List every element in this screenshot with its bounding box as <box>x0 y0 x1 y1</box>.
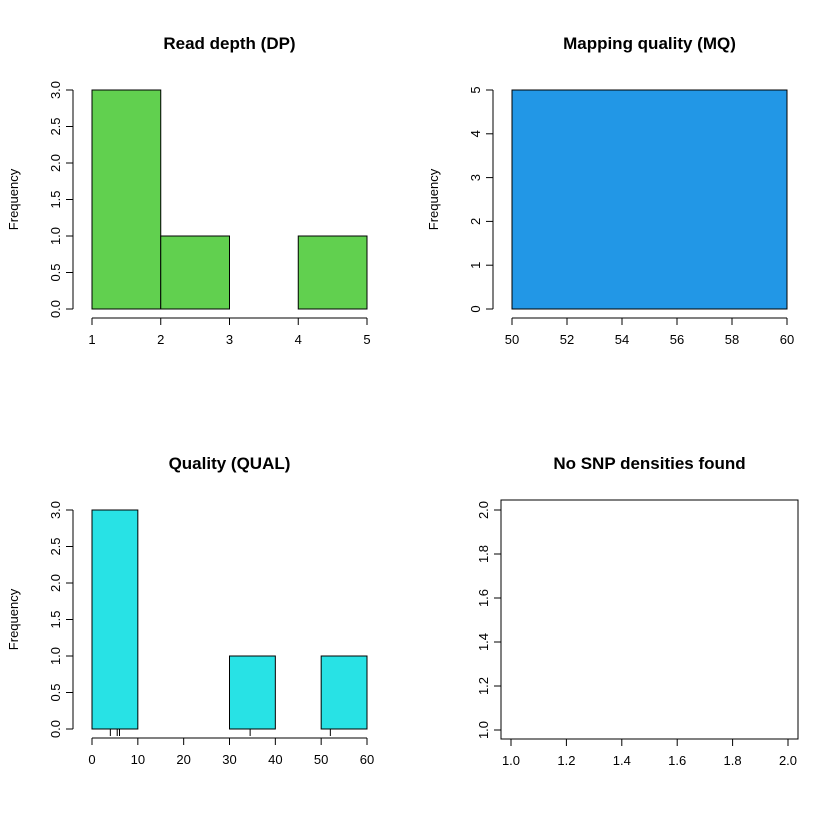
y-tick-label: 1.8 <box>476 545 491 563</box>
histogram-bar <box>320 655 368 730</box>
y-tick-label: 2.0 <box>48 574 63 592</box>
x-tick-label: 1 <box>88 332 95 347</box>
y-axis-label: Frequency <box>426 168 441 230</box>
x-tick-label: 5 <box>363 332 370 347</box>
x-tick-label: 1.6 <box>668 753 686 768</box>
x-tick-label: 50 <box>505 332 519 347</box>
y-tick-label: 3.0 <box>48 81 63 99</box>
y-tick-label: 2 <box>468 218 483 225</box>
chart-title: Mapping quality (MQ) <box>563 34 736 53</box>
y-tick-label: 1.2 <box>476 677 491 695</box>
histogram-bar <box>91 89 162 310</box>
y-tick-label: 1.0 <box>476 721 491 739</box>
histogram-bar <box>160 235 230 310</box>
x-tick-label: 3 <box>226 332 233 347</box>
x-tick-label: 58 <box>725 332 739 347</box>
x-tick-label: 2.0 <box>779 753 797 768</box>
chart-panel-4: No SNP densities found 1.0 1.2 1.4 1.6 1.8 2.0… <box>476 454 799 768</box>
histogram-bar <box>511 89 788 310</box>
y-tick-label: 0.0 <box>48 300 63 318</box>
x-tick-label: 50 <box>314 752 328 767</box>
x-tick-label: 40 <box>268 752 282 767</box>
x-tick-label: 0 <box>88 752 95 767</box>
y-tick-label: 1.0 <box>48 647 63 665</box>
x-tick-label: 1.2 <box>557 753 575 768</box>
x-tick-label: 54 <box>615 332 629 347</box>
x-tick-label: 1.0 <box>502 753 520 768</box>
x-tick-label: 30 <box>222 752 236 767</box>
y-axis-label: Frequency <box>6 168 21 230</box>
y-tick-label: 0 <box>468 305 483 312</box>
histogram-bar <box>91 509 139 730</box>
x-tick-label: 52 <box>560 332 574 347</box>
y-tick-label: 5 <box>468 86 483 93</box>
y-tick-label: 1 <box>468 262 483 269</box>
plot-frame <box>500 499 799 740</box>
chart-title: No SNP densities found <box>553 454 745 473</box>
chart-title: Quality (QUAL) <box>169 454 291 473</box>
y-tick-label: 1.5 <box>48 190 63 208</box>
x-tick-label: 60 <box>780 332 794 347</box>
x-tick-label: 1.4 <box>613 753 631 768</box>
y-tick-label: 2.0 <box>48 154 63 172</box>
y-tick-label: 4 <box>468 130 483 137</box>
x-tick-label: 4 <box>295 332 302 347</box>
chart-panel-1: Read depth (DP) Frequency 1 2 3 4 5 0.0 0.5 1.0 1.… <box>6 34 371 347</box>
x-tick-label: 60 <box>360 752 374 767</box>
x-tick-label: 20 <box>176 752 190 767</box>
y-tick-label: 1.6 <box>476 589 491 607</box>
y-tick-label: 1.4 <box>476 633 491 651</box>
x-tick-label: 1.8 <box>724 753 742 768</box>
y-tick-label: 0.0 <box>48 720 63 738</box>
histogram-bar <box>297 235 368 310</box>
histogram-bar <box>229 655 276 730</box>
y-axis-label: Frequency <box>6 588 21 650</box>
y-tick-label: 1.0 <box>48 227 63 245</box>
x-tick-label: 2 <box>157 332 164 347</box>
y-tick-label: 2.0 <box>476 501 491 519</box>
x-tick-label: 10 <box>131 752 145 767</box>
y-tick-label: 3.0 <box>48 501 63 519</box>
y-tick-label: 3 <box>468 174 483 181</box>
chart-panel-3: Quality (QUAL) Frequency 0 10 20 30 40 50 60 0.0 0… <box>6 454 374 767</box>
y-tick-label: 1.5 <box>48 610 63 628</box>
chart-title: Read depth (DP) <box>163 34 295 53</box>
y-tick-label: 0.5 <box>48 683 63 701</box>
x-tick-label: 56 <box>670 332 684 347</box>
y-tick-label: 2.5 <box>48 537 63 555</box>
y-tick-label: 2.5 <box>48 117 63 135</box>
y-tick-label: 0.5 <box>48 263 63 281</box>
